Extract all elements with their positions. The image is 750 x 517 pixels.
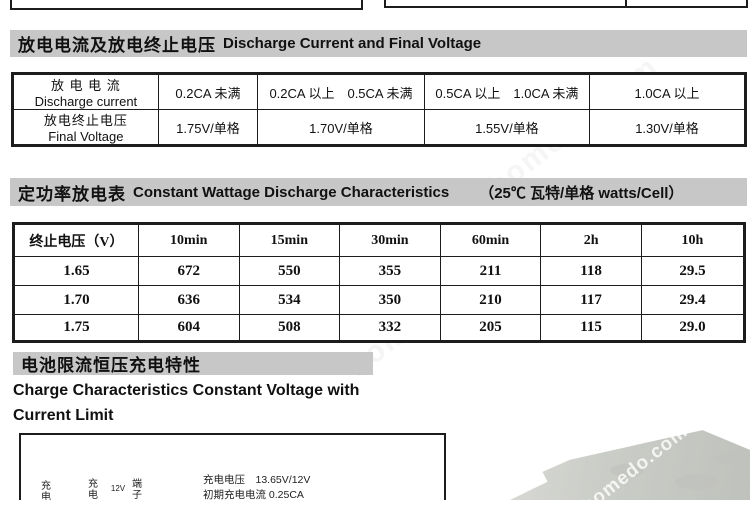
charge-characteristics-chart: 充电 充电 12V 端子 充电电压 13.65V/12V 初期充电电流 0.25… (19, 433, 446, 500)
table-cell: 115 (540, 314, 642, 341)
label-en: Final Voltage (48, 129, 124, 144)
section2-title-note: （25℃ 瓦特/单格 watts/Cell） (479, 184, 684, 202)
column-header: 终止电压（V） (14, 224, 139, 257)
row-header-final-voltage: 放电终止电压 Final Voltage (13, 109, 159, 145)
table-cell: 1.65 (14, 256, 139, 286)
label-en: Discharge current (34, 94, 138, 109)
label-zh: 放 电 电 流 (50, 78, 121, 93)
column-header: 30min (339, 224, 441, 257)
table-row: 1.70 636 534 350 210 117 29.4 (14, 285, 745, 315)
table-cell: 534 (238, 285, 341, 315)
section2-title-en: Constant Wattage Discharge Characteristi… (133, 183, 450, 201)
row-header-discharge-current: 放 电 电 流 Discharge current (13, 74, 159, 110)
table-cell: 1.0CA 以上 (589, 74, 745, 110)
table-row: 放 电 电 流 Discharge current 0.2CA 未满 0.2CA… (13, 74, 745, 110)
table-cell: 0.2CA 以上 0.5CA 未满 (257, 74, 425, 110)
datasheet-page: { "watermark": { "text": "homedo.com" },… (10, 0, 750, 500)
label-zh: 放电终止电压 (43, 113, 128, 128)
table-cell: 117 (540, 285, 642, 315)
table-cell: 1.70V/单格 (257, 109, 425, 145)
chart-axis-label: 端子 (132, 479, 142, 500)
chart-axis-label: 充电 (41, 481, 51, 500)
table-row: 1.75 604 508 332 205 115 29.0 (14, 314, 745, 341)
table-cell: 1.55V/单格 (423, 109, 591, 145)
section3-title-en-line1: Charge Characteristics Constant Voltage … (13, 382, 360, 399)
section2-header-bar: 定功率放电表 Constant Wattage Discharge Charac… (10, 178, 747, 206)
top-left-box-remnant (10, 0, 363, 10)
battery-vent-cap (610, 464, 644, 477)
table-cell: 1.70 (14, 285, 139, 315)
table-cell: 508 (238, 314, 341, 341)
chart-axis-label: 充电 (88, 479, 98, 500)
column-header: 2h (540, 224, 642, 257)
section3-title-en-line2: Current Limit (13, 407, 114, 424)
table-cell: 350 (339, 285, 441, 315)
table-cell: 29.5 (640, 256, 745, 286)
table-cell: 1.75 (14, 314, 139, 341)
section2-title-zh: 定功率放电表 (18, 184, 126, 204)
chart-annotation-charge-voltage: 充电电压 13.65V/12V (203, 474, 311, 486)
section3-header-bar: 电池限流恒压充电特性 (13, 352, 373, 375)
column-header: 10h (640, 224, 745, 257)
table-cell: 355 (339, 256, 441, 286)
table-row: 1.65 672 550 355 211 118 29.5 (14, 256, 745, 286)
table-cell: 1.75V/单格 (157, 109, 259, 145)
table-cell: 29.0 (640, 314, 745, 341)
chart-annotation-initial-current: 初期充电电流 0.25CA (203, 489, 304, 500)
table-cell: 550 (238, 256, 341, 286)
table-cell: 29.4 (640, 285, 745, 315)
chart-axis-label: 12V (110, 484, 126, 493)
table-cell: 0.2CA 未满 (157, 74, 259, 110)
column-header: 15min (238, 224, 341, 257)
table-cell: 636 (137, 285, 240, 315)
table-cell: 672 (137, 256, 240, 286)
table-cell: 205 (439, 314, 542, 341)
section1-title-zh: 放电电流及放电终止电压 (18, 36, 216, 55)
section1-header-bar: 放电电流及放电终止电压 Discharge Current and Final … (10, 30, 747, 57)
section3-title-zh: 电池限流恒压充电特性 (21, 356, 201, 375)
table-cell: 332 (339, 314, 441, 341)
battery-vent-cap (675, 474, 719, 490)
wattage-table: 终止电压（V） 10min 15min 30min 60min 2h 10h 1… (12, 222, 746, 343)
column-header: 10min (137, 224, 240, 257)
section1-title-en: Discharge Current and Final Voltage (223, 35, 482, 52)
table-cell: 0.5CA 以上 1.0CA 未满 (423, 74, 591, 110)
table-cell: 1.30V/单格 (589, 109, 745, 145)
column-header: 60min (439, 224, 542, 257)
discharge-table: 放 电 电 流 Discharge current 0.2CA 未满 0.2CA… (11, 72, 747, 147)
box-divider (625, 0, 627, 6)
table-cell: 210 (439, 285, 542, 315)
table-row: 放电终止电压 Final Voltage 1.75V/单格 1.70V/单格 1… (13, 109, 745, 145)
table-cell: 211 (439, 256, 542, 286)
battery-vent-cap (715, 452, 745, 464)
table-cell: 118 (540, 256, 642, 286)
table-cell: 604 (137, 314, 240, 341)
top-right-box-remnant (384, 0, 748, 8)
table-header-row: 终止电压（V） 10min 15min 30min 60min 2h 10h (14, 224, 745, 257)
